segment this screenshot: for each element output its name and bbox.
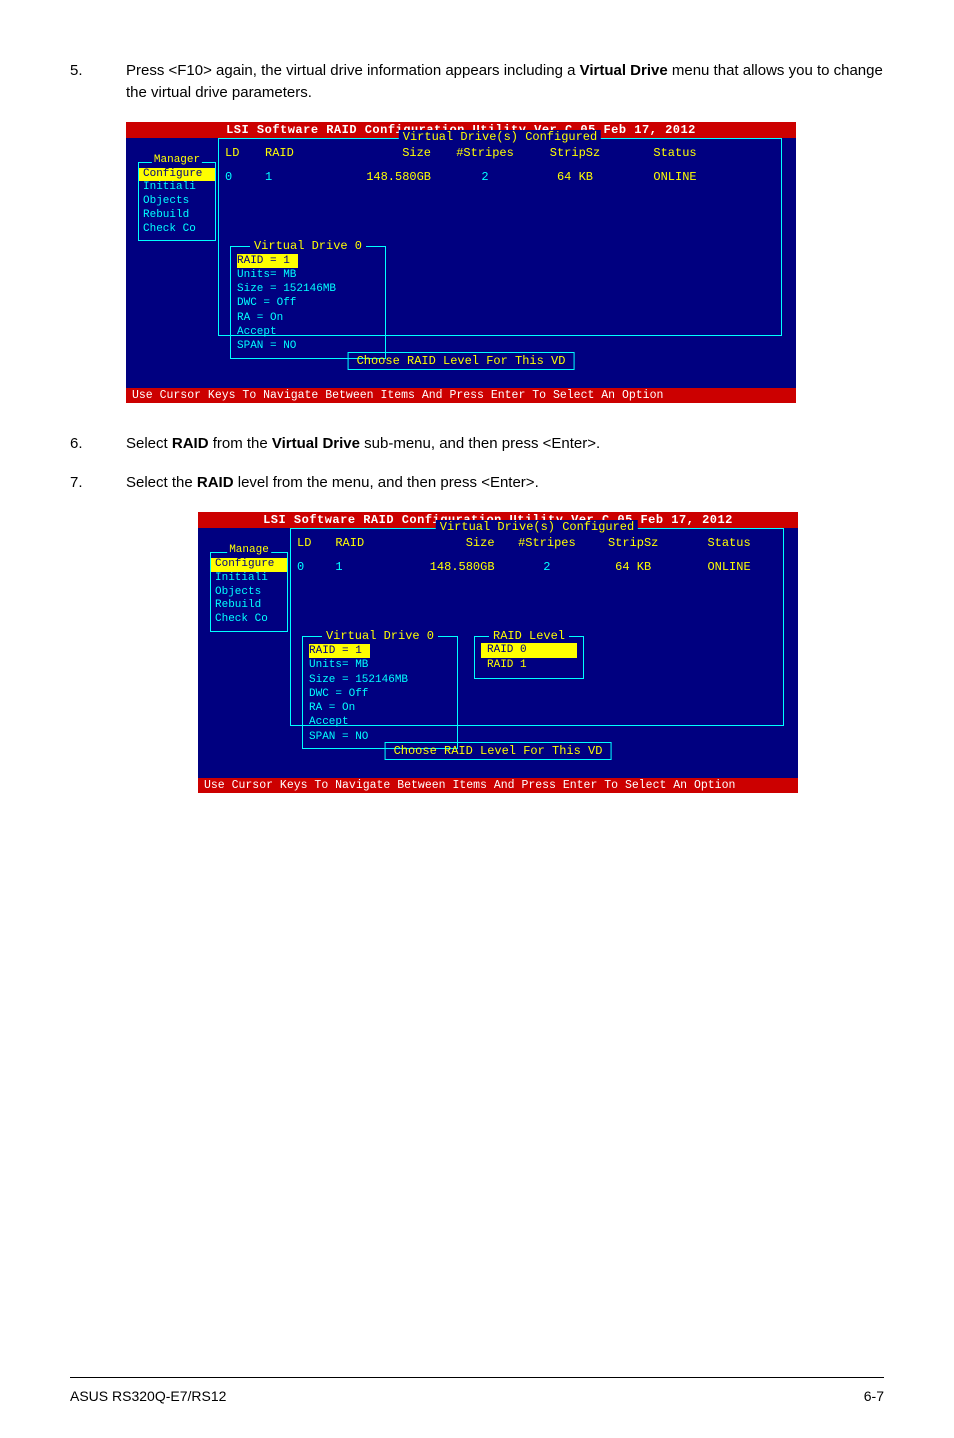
mm-item-objects[interactable]: Objects	[139, 195, 215, 209]
val-size: 148.580GB	[335, 170, 445, 184]
val-ld: 0	[297, 560, 335, 574]
step5-a: Press <F10> again, the virtual drive inf…	[126, 62, 580, 79]
val-raid: 1	[335, 560, 402, 574]
bios-footer-2: Use Cursor Keys To Navigate Between Item…	[198, 778, 798, 793]
val-status: ONLINE	[625, 170, 725, 184]
hdr-stripsz: StripSz	[585, 536, 681, 550]
choose-raid-level-2: Choose RAID Level For This VD	[385, 742, 612, 760]
table-row-2: 0 1 148.580GB 2 64 KB ONLINE	[291, 560, 783, 574]
mm-item-rebuild[interactable]: Rebuild	[139, 209, 215, 223]
management-menu-2: Manage Configure Initiali Objects Rebuil…	[210, 552, 288, 632]
hdr-stripes: #Stripes	[445, 146, 525, 160]
val-size: 148.580GB	[402, 560, 508, 574]
val-status: ONLINE	[681, 560, 777, 574]
s7c: level from the menu, and then press <Ent…	[234, 474, 539, 491]
mm-label-2: Manage	[227, 544, 271, 556]
hdr-raid: RAID	[265, 146, 335, 160]
virtual-drive-0-box: Virtual Drive 0 RAID = 1 Units= MB Size …	[230, 246, 386, 359]
hdr-raid: RAID	[335, 536, 402, 550]
table-row: 0 1 148.580GB 2 64 KB ONLINE	[219, 170, 781, 184]
mm-item-rebuild-2[interactable]: Rebuild	[211, 599, 287, 613]
step-6: 6. Select RAID from the Virtual Drive su…	[70, 433, 884, 455]
bios-screenshot-1: LSI Software RAID Configuration Utility …	[126, 122, 796, 403]
mm-item-checkco[interactable]: Check Co	[139, 223, 215, 237]
mm-item-objects-2[interactable]: Objects	[211, 586, 287, 600]
step-num-5: 5.	[70, 60, 126, 104]
step-text-5: Press <F10> again, the virtual drive inf…	[126, 60, 884, 104]
hdr-stripsz: StripSz	[525, 146, 625, 160]
s6d: Virtual Drive	[272, 435, 360, 452]
virtual-drive-0-box-2: Virtual Drive 0 RAID = 1 Units= MB Size …	[302, 636, 458, 749]
vd0-title: Virtual Drive 0	[250, 239, 366, 253]
step-num-7: 7.	[70, 472, 126, 494]
val-stripsz: 64 KB	[585, 560, 681, 574]
vd0-accept[interactable]: Accept	[237, 325, 379, 339]
table-header-2: LD RAID Size #Stripes StripSz Status	[291, 536, 783, 550]
vd0-units[interactable]: Units= MB	[237, 268, 379, 282]
vd0-raid-2[interactable]: RAID = 1	[309, 644, 370, 658]
hdr-size: Size	[402, 536, 508, 550]
management-menu: Manager Configure Initiali Objects Rebui…	[138, 162, 216, 242]
step-7: 7. Select the RAID level from the menu, …	[70, 472, 884, 494]
mm-item-configure[interactable]: Configure	[139, 168, 215, 182]
hdr-size: Size	[335, 146, 445, 160]
vd0-dwc[interactable]: DWC = Off	[237, 296, 379, 310]
step-num-6: 6.	[70, 433, 126, 455]
mm-item-checkco-2[interactable]: Check Co	[211, 613, 287, 627]
vd-conf-title: Virtual Drive(s) Configured	[399, 130, 601, 144]
vd0-title-2: Virtual Drive 0	[322, 629, 438, 643]
mm-item-configure-2[interactable]: Configure	[211, 558, 287, 572]
vd0-accept-2[interactable]: Accept	[309, 715, 451, 729]
step5-b: Virtual Drive	[580, 62, 668, 79]
step-text-7: Select the RAID level from the menu, and…	[126, 472, 884, 494]
raid-level-box: RAID Level RAID 0 RAID 1	[474, 636, 584, 679]
vd0-dwc-2[interactable]: DWC = Off	[309, 687, 451, 701]
vd0-size-2[interactable]: Size = 152146MB	[309, 673, 451, 687]
table-header: LD RAID Size #Stripes StripSz Status	[219, 146, 781, 160]
val-ld: 0	[225, 170, 265, 184]
vd0-size[interactable]: Size = 152146MB	[237, 282, 379, 296]
hdr-status: Status	[681, 536, 777, 550]
raid-level-title: RAID Level	[489, 629, 569, 643]
page-footer: ASUS RS320Q-E7/RS12 6-7	[70, 1377, 884, 1404]
val-raid: 1	[265, 170, 335, 184]
hdr-status: Status	[625, 146, 725, 160]
mm-label: Manager	[152, 154, 202, 166]
vd0-raid[interactable]: RAID = 1	[237, 254, 298, 268]
s6b: RAID	[172, 435, 209, 452]
vd-conf-title-2: Virtual Drive(s) Configured	[436, 520, 638, 534]
val-stripes: 2	[509, 560, 586, 574]
hdr-ld: LD	[225, 146, 265, 160]
choose-raid-level: Choose RAID Level For This VD	[348, 352, 575, 370]
s7a: Select the	[126, 474, 197, 491]
mm-item-initiali[interactable]: Initiali	[139, 181, 215, 195]
val-stripes: 2	[445, 170, 525, 184]
raid-level-0[interactable]: RAID 0	[481, 643, 577, 658]
s6e: sub-menu, and then press <Enter>.	[360, 435, 600, 452]
vd0-ra-2[interactable]: RA = On	[309, 701, 451, 715]
vd0-units-2[interactable]: Units= MB	[309, 658, 451, 672]
val-stripsz: 64 KB	[525, 170, 625, 184]
s6c: from the	[209, 435, 272, 452]
s6a: Select	[126, 435, 172, 452]
hdr-ld: LD	[297, 536, 335, 550]
step-5: 5. Press <F10> again, the virtual drive …	[70, 60, 884, 104]
mm-item-initiali-2[interactable]: Initiali	[211, 572, 287, 586]
hdr-stripes: #Stripes	[509, 536, 586, 550]
footer-left: ASUS RS320Q-E7/RS12	[70, 1388, 226, 1404]
step-text-6: Select RAID from the Virtual Drive sub-m…	[126, 433, 884, 455]
bios-screenshot-2: LSI Software RAID Configuration Utility …	[198, 512, 798, 793]
vd0-ra[interactable]: RA = On	[237, 311, 379, 325]
footer-right: 6-7	[864, 1388, 884, 1404]
s7b: RAID	[197, 474, 234, 491]
bios-footer: Use Cursor Keys To Navigate Between Item…	[126, 388, 796, 403]
raid-level-1[interactable]: RAID 1	[481, 658, 577, 673]
